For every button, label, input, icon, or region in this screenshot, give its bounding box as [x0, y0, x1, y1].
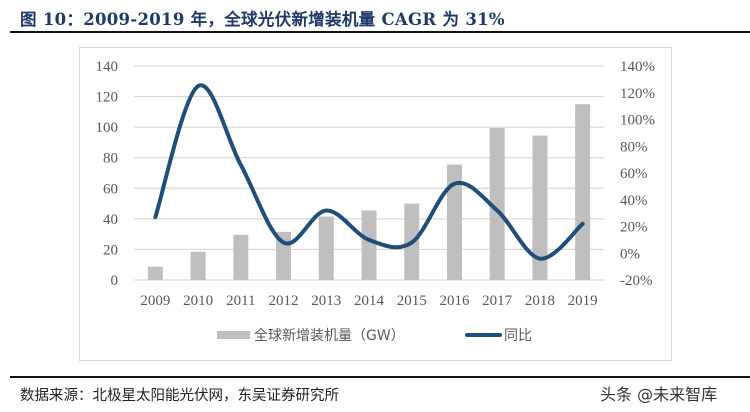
left-y-axis: 0 20 40 60 80 100 120 140	[96, 59, 119, 289]
x-axis-tick: 2009	[140, 293, 170, 309]
left-axis-tick: 0	[111, 273, 119, 289]
left-axis-tick: 100	[96, 120, 119, 136]
right-axis-tick: 0%	[620, 246, 640, 262]
data-source: 数据来源：北极星太阳能光伏网，东吴证券研究所	[20, 388, 339, 404]
left-axis-tick: 40	[103, 212, 118, 228]
right-axis-tick: 60%	[620, 166, 648, 182]
left-axis-tick: 20	[103, 242, 118, 258]
legend-item-installations: 全球新增装机量（GW）	[217, 325, 405, 345]
left-axis-tick: 80	[103, 151, 118, 167]
figure-title: 图 10：2009-2019 年，全球光伏新增装机量 CAGR 为 31%	[20, 10, 505, 29]
left-axis-tick: 140	[96, 59, 119, 75]
bar-2011	[233, 234, 249, 280]
left-axis-tick: 60	[103, 181, 118, 197]
legend-label-installations: 全球新增装机量（GW）	[254, 328, 405, 344]
x-axis-tick: 2016	[439, 293, 470, 309]
bar-swatch-icon	[217, 331, 250, 339]
legend-item-yoy: 同比	[465, 325, 532, 345]
right-axis-tick: 20%	[620, 220, 648, 236]
bar-2019	[575, 104, 591, 280]
bar-2018	[532, 135, 548, 280]
footer-divider	[10, 376, 750, 378]
title-divider	[10, 31, 750, 33]
watermark: 头条 @未来智库	[600, 385, 718, 404]
right-axis-tick: 100%	[620, 113, 655, 129]
right-axis-tick: 140%	[620, 59, 655, 75]
right-axis-tick: 120%	[620, 86, 655, 102]
right-axis-tick: 80%	[620, 139, 648, 155]
chart-frame	[79, 47, 672, 361]
bar-2009	[147, 266, 163, 280]
x-axis-tick: 2018	[525, 293, 555, 309]
bar-2017	[489, 127, 505, 281]
bar-2010	[190, 251, 206, 280]
left-axis-tick: 120	[96, 90, 119, 106]
right-axis-tick: 40%	[620, 193, 648, 209]
bar-2014	[361, 210, 377, 280]
x-axis-tick: 2013	[311, 293, 341, 309]
x-axis-tick: 2010	[183, 293, 213, 309]
bar-2016	[446, 164, 462, 280]
x-axis: 2009 2010 2011 2012 2013 2014 2015 2016 2017 2018…	[140, 293, 597, 309]
x-axis-tick: 2015	[397, 293, 427, 309]
x-axis-tick: 2017	[482, 293, 513, 309]
line-swatch-icon	[465, 333, 502, 337]
x-axis-tick: 2011	[226, 293, 255, 309]
growth-line-series	[153, 83, 585, 261]
x-axis-tick: 2014	[354, 293, 385, 309]
bar-2013	[318, 216, 334, 280]
legend-label-yoy: 同比	[504, 328, 532, 344]
right-y-axis: -20% 0% 20% 40% 60% 80% 100% 120% 140%	[620, 59, 655, 289]
x-axis-tick: 2012	[269, 293, 299, 309]
x-axis-tick: 2019	[568, 293, 598, 309]
bar-series	[147, 104, 591, 281]
right-axis-tick: -20%	[620, 273, 653, 289]
legend: 全球新增装机量（GW） 同比	[0, 325, 750, 347]
